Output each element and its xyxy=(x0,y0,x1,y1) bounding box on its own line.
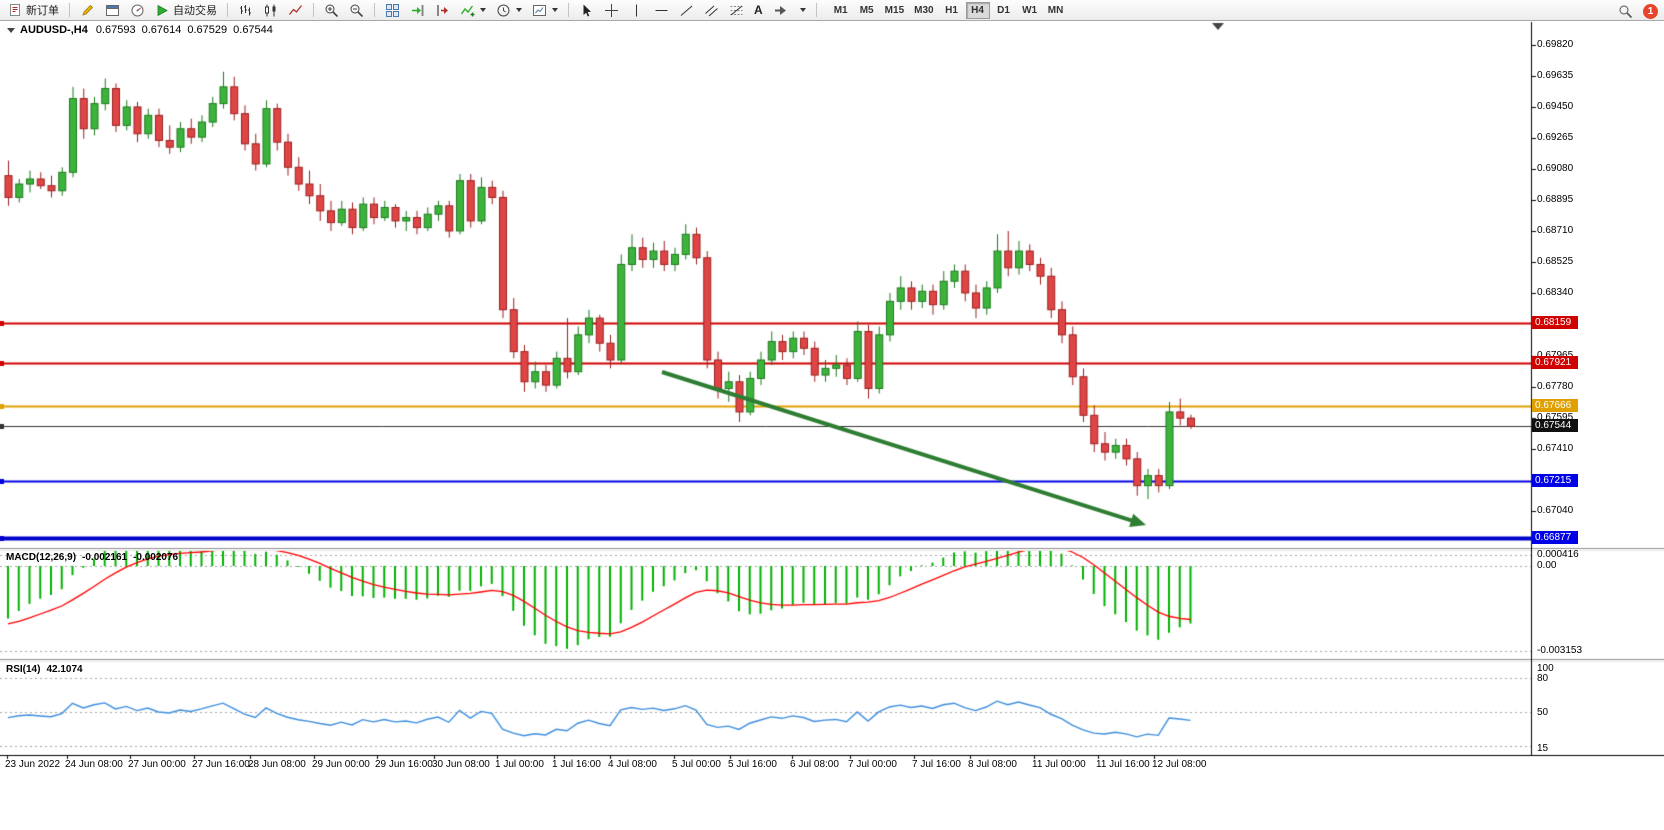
template-icon xyxy=(533,4,546,16)
toolbar: 新订单 自动交易 A M1 M5 M15 M xyxy=(0,0,1664,21)
play-icon xyxy=(157,4,168,16)
crosshair-button[interactable] xyxy=(600,1,623,19)
vertical-line-icon xyxy=(636,4,637,16)
autotrading-button[interactable]: 自动交易 xyxy=(151,1,221,19)
toolbar-right: 1 xyxy=(1614,2,1658,20)
terminal-button[interactable] xyxy=(101,1,124,19)
candlestick-chart-button[interactable] xyxy=(259,1,282,19)
periods-button[interactable] xyxy=(492,1,526,19)
fibonacci-icon xyxy=(730,5,743,15)
search-button[interactable] xyxy=(1614,2,1637,20)
crosshair-icon xyxy=(605,3,618,17)
trendline-button[interactable] xyxy=(675,1,698,19)
arrow-shape-icon xyxy=(774,5,786,15)
zoom-out-icon xyxy=(350,4,364,17)
notification-badge[interactable]: 1 xyxy=(1643,3,1658,19)
timeframe-group: M1 M5 M15 M30 H1 H4 D1 W1 MN xyxy=(829,1,1068,19)
metaeditor-button[interactable] xyxy=(76,1,99,19)
candlestick-icon xyxy=(265,4,276,16)
timeframe-m15-button[interactable]: M15 xyxy=(881,2,908,19)
templates-button[interactable] xyxy=(528,1,562,19)
line-chart-icon xyxy=(288,4,303,15)
text-tool-icon: A xyxy=(754,3,763,17)
new-order-label: 新订单 xyxy=(26,5,59,17)
zoom-in-icon xyxy=(325,4,339,17)
trendline-icon xyxy=(680,5,693,16)
ohlc-bars-icon xyxy=(240,4,251,15)
chevron-down-icon xyxy=(552,8,558,12)
timeframe-h1-button[interactable]: H1 xyxy=(940,2,964,19)
fibonacci-button[interactable] xyxy=(725,1,748,19)
zoom-out-button[interactable] xyxy=(345,1,368,19)
arrows-button[interactable] xyxy=(769,1,792,19)
indicators-button[interactable] xyxy=(456,1,490,19)
autotrading-label: 自动交易 xyxy=(173,5,217,17)
timeframe-m30-button[interactable]: M30 xyxy=(910,2,937,19)
channel-icon xyxy=(705,5,718,16)
chart-shift-button[interactable] xyxy=(431,1,454,19)
timeframe-w1-button[interactable]: W1 xyxy=(1018,2,1042,19)
toolbar-separator xyxy=(374,3,375,17)
timeframe-h4-button[interactable]: H4 xyxy=(965,1,990,19)
new-order-icon xyxy=(10,3,20,16)
timeframe-mn-button[interactable]: MN xyxy=(1044,2,1068,19)
chevron-down-icon xyxy=(480,8,486,12)
line-chart-button[interactable] xyxy=(284,1,307,19)
tile-windows-button[interactable] xyxy=(381,1,404,19)
chevron-down-icon xyxy=(799,8,806,12)
strategy-tester-button[interactable] xyxy=(126,1,149,19)
cursor-icon xyxy=(583,4,591,16)
bar-chart-button[interactable] xyxy=(234,1,257,19)
indicators-icon xyxy=(460,5,475,16)
tile-windows-icon xyxy=(386,3,399,17)
timeframe-m5-button[interactable]: M5 xyxy=(855,2,879,19)
toolbar-separator xyxy=(313,3,314,17)
clock-icon xyxy=(497,4,510,16)
search-icon xyxy=(1619,5,1633,18)
cursor-button[interactable] xyxy=(575,1,598,19)
chart-shift-icon xyxy=(437,4,448,16)
new-order-button[interactable]: 新订单 xyxy=(4,1,63,19)
toolbar-separator xyxy=(227,3,228,17)
zoom-in-button[interactable] xyxy=(320,1,343,19)
vertical-line-button[interactable] xyxy=(625,1,648,19)
timeframe-m1-button[interactable]: M1 xyxy=(829,2,853,19)
horizontal-line-icon xyxy=(655,9,668,11)
auto-scroll-icon xyxy=(412,4,424,16)
timeframe-d1-button[interactable]: D1 xyxy=(992,2,1016,19)
auto-scroll-button[interactable] xyxy=(406,1,429,19)
terminal-window-icon xyxy=(106,4,119,16)
tester-gauge-icon xyxy=(131,4,144,16)
toolbar-separator xyxy=(815,3,817,17)
equidistant-channel-button[interactable] xyxy=(700,1,723,19)
chevron-down-icon xyxy=(516,8,522,12)
horizontal-line-button[interactable] xyxy=(650,1,673,19)
objects-dropdown-button[interactable] xyxy=(794,1,810,19)
text-button[interactable]: A xyxy=(750,1,767,19)
toolbar-separator xyxy=(69,3,70,17)
pencil-icon xyxy=(82,4,94,16)
toolbar-separator xyxy=(568,3,569,17)
